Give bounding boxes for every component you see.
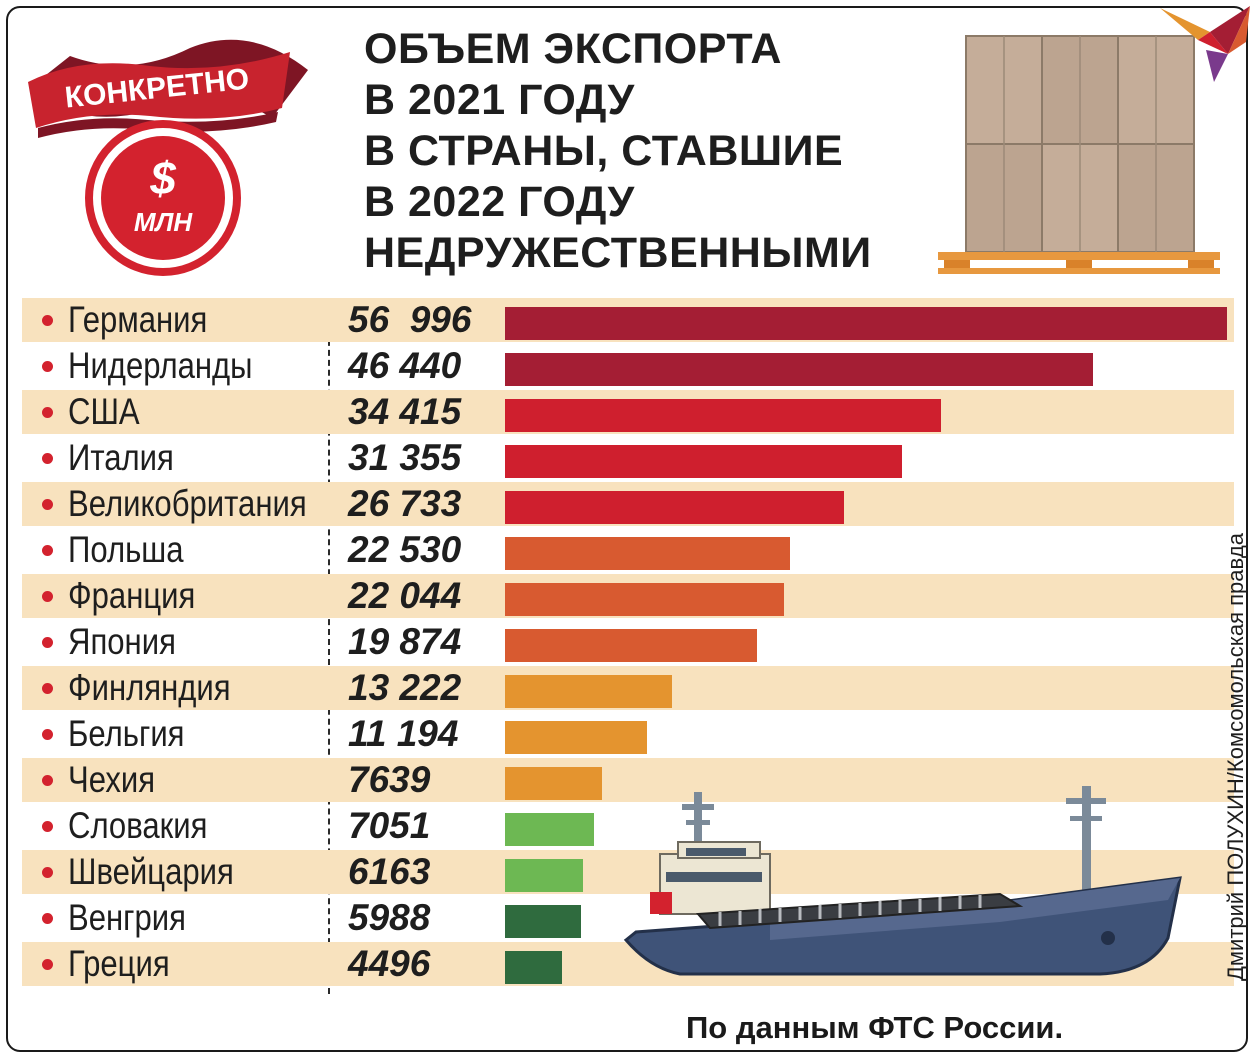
data-label: 56 996 bbox=[348, 299, 472, 340]
data-label: 5988 bbox=[348, 897, 431, 938]
bar-row: Чехия 7639 bbox=[22, 758, 1234, 802]
category-label: Великобритания bbox=[68, 483, 307, 524]
category-label: Словакия bbox=[68, 805, 208, 846]
bullet-dot bbox=[42, 959, 53, 970]
bar bbox=[505, 721, 647, 754]
bar-row: Франция 22 044 bbox=[22, 574, 1234, 618]
bird-logo-icon bbox=[1160, 6, 1250, 82]
bar bbox=[505, 583, 785, 616]
bullet-dot bbox=[42, 637, 53, 648]
bar-row: Словакия 7051 bbox=[22, 804, 1234, 848]
bar-row: Венгрия 5988 bbox=[22, 896, 1234, 940]
category-label: Польша bbox=[68, 529, 184, 570]
bar bbox=[505, 675, 673, 708]
credit-text: Дмитрий ПОЛУХИН/Комсомольская правда bbox=[1223, 533, 1248, 981]
title-line: В 2021 ГОДУ bbox=[364, 76, 635, 124]
data-label: 46 440 bbox=[348, 345, 462, 386]
bar bbox=[505, 951, 562, 984]
bullet-dot bbox=[42, 315, 53, 326]
bullet-dot bbox=[42, 775, 53, 786]
category-label: Швейцария bbox=[68, 851, 234, 892]
bar bbox=[505, 767, 602, 800]
bullet-dot bbox=[42, 821, 53, 832]
data-label: 7639 bbox=[348, 759, 431, 800]
bar-row: Великобритания 26 733 bbox=[22, 482, 1234, 526]
bar-row: Нидерланды 46 440 bbox=[22, 344, 1234, 388]
data-label: 22 044 bbox=[348, 575, 462, 616]
category-label: Бельгия bbox=[68, 713, 185, 754]
bar-row: Финляндия 13 222 bbox=[22, 666, 1234, 710]
bar bbox=[505, 537, 791, 570]
cargo-ship-illustration bbox=[623, 786, 1182, 976]
category-label: Япония bbox=[68, 621, 176, 662]
source-note: По данным ФТС России. bbox=[686, 1010, 1064, 1045]
bullet-dot bbox=[42, 683, 53, 694]
currency-symbol: $ bbox=[149, 152, 176, 204]
bar bbox=[505, 905, 581, 938]
category-label: США bbox=[68, 391, 140, 432]
bullet-dot bbox=[42, 591, 53, 602]
data-label: 31 355 bbox=[348, 437, 462, 478]
bar-row: Польша 22 530 bbox=[22, 528, 1234, 572]
title-line: НЕДРУЖЕСТВЕННЫМИ bbox=[364, 229, 872, 277]
infographic-frame bbox=[6, 6, 1248, 1052]
title-line: В 2022 ГОДУ bbox=[364, 178, 635, 226]
bar bbox=[505, 629, 757, 662]
bar bbox=[505, 445, 903, 478]
dashed-divider bbox=[328, 300, 330, 994]
bullet-dot bbox=[42, 361, 53, 372]
category-label: Чехия bbox=[68, 759, 156, 800]
data-label: 7051 bbox=[348, 805, 431, 846]
title-line: В СТРАНЫ, СТАВШИЕ bbox=[364, 127, 844, 175]
data-label: 11 194 bbox=[348, 713, 459, 754]
bar-row: США 34 415 bbox=[22, 390, 1234, 434]
bullet-dot bbox=[42, 545, 53, 556]
bar-row: Япония 19 874 bbox=[22, 620, 1234, 664]
bullet-dot bbox=[42, 407, 53, 418]
unit-label: МЛН bbox=[134, 207, 194, 237]
category-label: Германия bbox=[68, 299, 208, 340]
category-label: Греция bbox=[68, 943, 170, 984]
bullet-dot bbox=[42, 729, 53, 740]
bar-row: Швейцария 6163 bbox=[22, 850, 1234, 894]
bar bbox=[505, 813, 595, 846]
data-label: 6163 bbox=[348, 851, 431, 892]
data-label: 19 874 bbox=[348, 621, 462, 662]
category-label: Венгрия bbox=[68, 897, 186, 938]
bar bbox=[505, 353, 1094, 386]
dollar-circle-icon: $ МЛН bbox=[85, 120, 241, 276]
bar bbox=[505, 859, 584, 892]
bullet-dot bbox=[42, 453, 53, 464]
category-label: Финляндия bbox=[68, 667, 231, 708]
data-label: 22 530 bbox=[348, 529, 462, 570]
data-label: 26 733 bbox=[348, 483, 462, 524]
category-label: Нидерланды bbox=[68, 345, 253, 386]
bar-row: Германия 56 996 bbox=[22, 298, 1234, 342]
header-badge: КОНКРЕТНО $ МЛН bbox=[28, 39, 308, 276]
bullet-dot bbox=[42, 499, 53, 510]
chart-title: ОБЪЕМ ЭКСПОРТА В 2021 ГОДУ В СТРАНЫ, СТА… bbox=[364, 24, 872, 279]
category-label: Италия bbox=[68, 437, 174, 478]
data-label: 13 222 bbox=[348, 667, 462, 708]
data-label: 4496 bbox=[348, 943, 431, 984]
cardboard-pallet-illustration bbox=[938, 35, 1220, 274]
bar-row: Бельгия 11 194 bbox=[22, 712, 1234, 756]
bar bbox=[505, 399, 941, 432]
title-line: ОБЪЕМ ЭКСПОРТА bbox=[364, 25, 782, 73]
bar bbox=[505, 491, 844, 524]
bar-row: Италия 31 355 bbox=[22, 436, 1234, 480]
data-label: 34 415 bbox=[348, 391, 462, 432]
bar bbox=[505, 307, 1227, 340]
bullet-dot bbox=[42, 913, 53, 924]
category-label: Франция bbox=[68, 575, 196, 616]
bullet-dot bbox=[42, 867, 53, 878]
